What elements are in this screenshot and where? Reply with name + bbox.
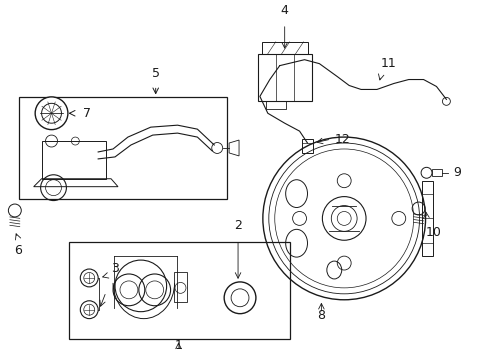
Text: 3: 3	[111, 261, 119, 275]
Bar	[173, 272, 187, 302]
Text: 11: 11	[380, 57, 396, 69]
Bar	[41, 141, 106, 179]
Text: 8: 8	[317, 309, 325, 321]
Text: 6: 6	[14, 244, 21, 257]
Bar	[257, 54, 312, 102]
Text: 9: 9	[452, 166, 460, 179]
Text: 2: 2	[234, 219, 242, 232]
Text: 4: 4	[280, 4, 288, 17]
Text: 1: 1	[174, 339, 182, 352]
Bar	[421, 181, 432, 256]
Text: 5: 5	[151, 67, 160, 80]
Bar	[431, 169, 441, 176]
Text: 7: 7	[83, 107, 91, 120]
Text: 10: 10	[425, 226, 441, 239]
Bar	[19, 98, 226, 199]
Bar	[69, 242, 289, 339]
Text: 12: 12	[334, 132, 349, 145]
Bar	[301, 139, 313, 153]
Circle shape	[35, 97, 68, 130]
Circle shape	[41, 103, 61, 123]
Bar	[262, 42, 308, 54]
